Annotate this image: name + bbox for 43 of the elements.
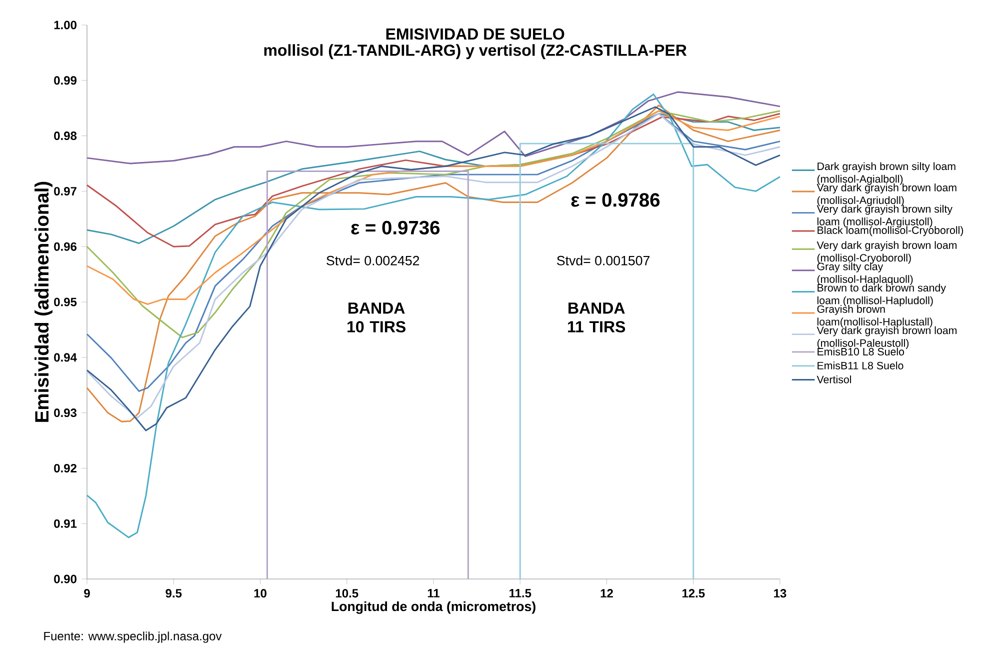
- y-tick-label: 0.90: [54, 574, 76, 584]
- y-tick-label: 0.93: [54, 408, 77, 418]
- legend-label: Grayish brown loam(mollisol-Haplustall): [817, 305, 932, 328]
- y-tick-label: 0.94: [54, 353, 77, 362]
- annotation: ε = 0.9786: [571, 193, 660, 207]
- x-tick-label: 9.5: [166, 589, 182, 598]
- legend-label: EmisB11 L8 Suelo: [818, 362, 904, 370]
- text: mollisol (Z1-TANDIL-ARG) y vertisol (Z2-CASTILLA-PER: [264, 44, 687, 60]
- legend-label: Black loam(mollisol-Cryoboroll): [818, 226, 964, 236]
- x-axis-title: Longitud de onda (micrometros): [332, 601, 536, 614]
- y-tick-label: 0.98: [54, 132, 77, 140]
- legend-label: Dark grayish brown silty loam (mollisol-Agialboll): [817, 162, 956, 185]
- legend-label: EmisB10 L8 Suelo: [818, 348, 904, 356]
- line-series: [86, 91, 781, 164]
- x-tick-label: 11: [428, 589, 440, 598]
- source-note: Fuente: www.speclib.jpl.nasa.gov: [44, 632, 222, 643]
- y-tick-label: 0.95: [54, 298, 77, 306]
- x-tick-label: 11.5: [510, 589, 532, 598]
- legend-label: Very dark grayish brown loam (mollisol-Cryoboroll): [816, 241, 957, 264]
- y-tick-label: 0.92: [54, 464, 76, 472]
- legend-label: Brown to dark brown sandy loam (mollisol-Hapludoll): [817, 284, 946, 306]
- y-tick-label: 0.99: [54, 76, 77, 85]
- x-tick-label: 9: [84, 589, 90, 598]
- chart-title: EMISIVIDAD DE SUELO: [386, 28, 564, 40]
- y-tick-label: 0.91: [54, 519, 77, 528]
- y-tick-label: 0.96: [54, 242, 77, 251]
- line-series: [86, 94, 781, 538]
- y-tick-label: 1.00: [54, 20, 76, 30]
- x-tick-label: 13: [774, 589, 786, 598]
- legend-label: Vertisol: [816, 375, 852, 384]
- x-tick-label: 10: [254, 589, 266, 598]
- annotation: ε = 0.9736: [351, 220, 440, 234]
- y-axis-title: Emisividad (adimencional): [34, 182, 52, 422]
- annotation: Stvd= 0.001507: [557, 256, 650, 266]
- annotation: BANDA 10 TIRS: [348, 302, 406, 332]
- legend-label: Very dark grayish brown loam (mollisol-Paleustoll): [816, 326, 957, 349]
- annotation: BANDA 11 TIRS: [568, 302, 626, 332]
- x-tick-label: 12.5: [682, 589, 705, 598]
- legend-label: Very dark grayish brown silty loam (mollisol-Argiustoll): [816, 204, 952, 228]
- x-tick-label: 10.5: [336, 589, 358, 598]
- y-tick-label: 0.97: [54, 186, 76, 196]
- annotation: Stvd= 0.002452: [326, 256, 420, 266]
- x-tick-label: 12: [600, 589, 613, 598]
